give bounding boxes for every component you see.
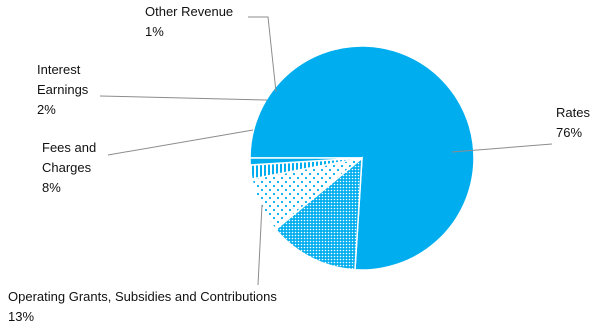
data-label-percent: 8% xyxy=(42,180,61,195)
data-label-category: Interest xyxy=(37,62,81,77)
pie-slice-operating-grants-subsidies-and-contributions xyxy=(274,156,363,271)
pie-slice-other-revenue xyxy=(249,157,363,166)
data-label-category: Fees and xyxy=(42,140,96,155)
data-label-percent: 13% xyxy=(8,309,34,324)
data-label-category: Operating Grants, Subsidies and Contribu… xyxy=(8,289,277,304)
data-label-rates: Rates 76% xyxy=(556,105,590,140)
data-label-percent: 2% xyxy=(37,102,56,117)
data-label-other-revenue: Other Revenue 1% xyxy=(145,4,233,39)
data-label-percent: 76% xyxy=(556,125,582,140)
leader-line-other-revenue xyxy=(248,16,277,93)
data-label-category: Other Revenue xyxy=(145,4,233,19)
leader-lines xyxy=(99,16,553,286)
pie-slices xyxy=(249,45,475,271)
leader-line-rates xyxy=(451,143,553,153)
data-label-category: Charges xyxy=(42,160,92,175)
data-label-interest-earnings: Interest Earnings 2% xyxy=(37,62,89,117)
leader-line-fees-and-charges xyxy=(107,129,254,156)
data-labels: Rates 76% Operating Grants, Subsidies and … xyxy=(8,4,590,324)
data-label-category: Rates xyxy=(556,105,590,120)
data-label-percent: 1% xyxy=(145,24,164,39)
data-label-fees-and-charges: Fees and Charges 8% xyxy=(42,140,96,195)
leader-line-operating-grants-subsidies-and-contributions xyxy=(257,204,263,286)
data-label-category: Earnings xyxy=(37,82,89,97)
data-label-operating-grants-subsidies-and-contributions: Operating Grants, Subsidies and Contribu… xyxy=(8,289,277,324)
leader-line-interest-earnings xyxy=(99,95,268,101)
